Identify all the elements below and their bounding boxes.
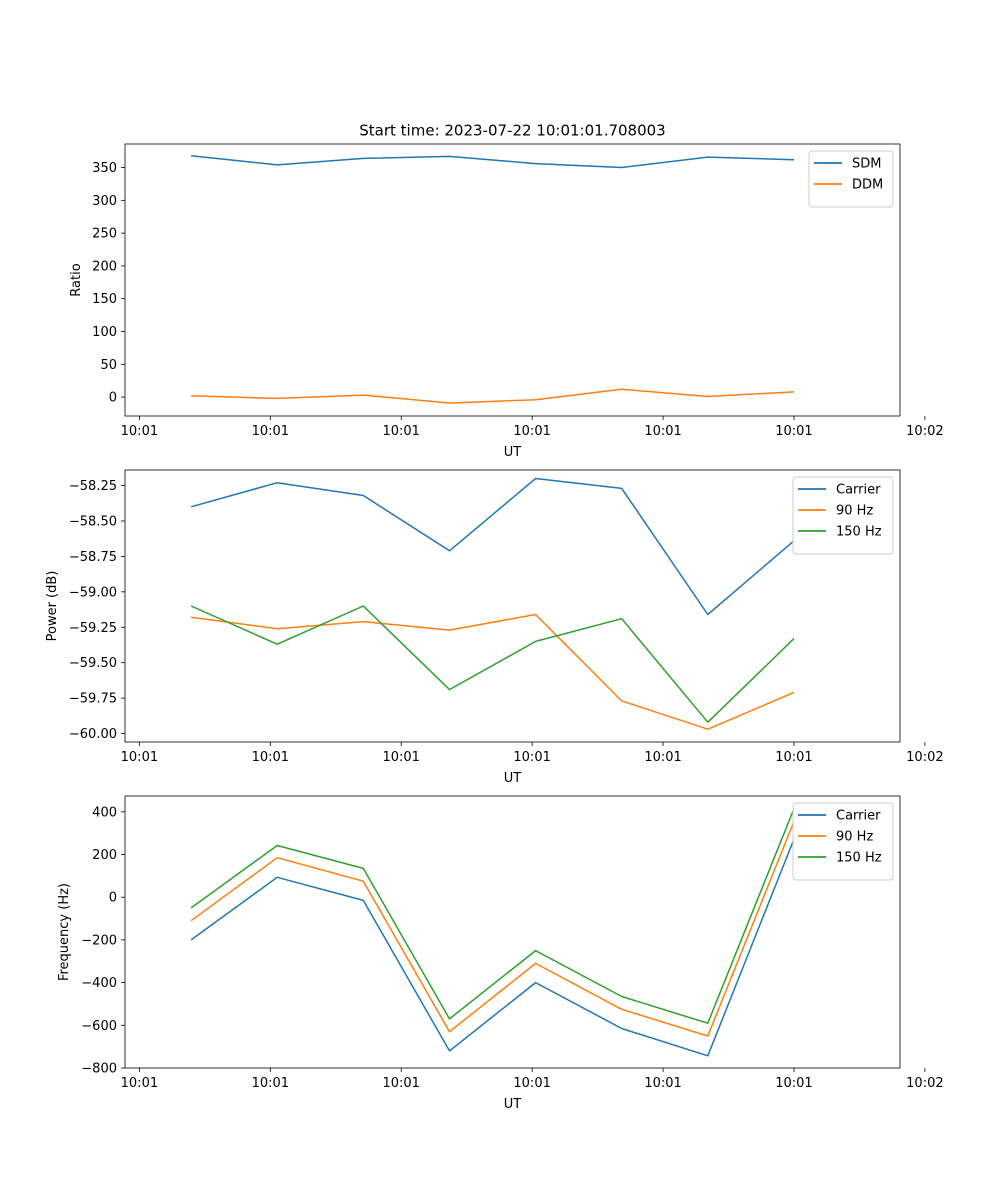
ratio-x-axis-label: UT: [504, 445, 522, 460]
frequency-x-tick-label: 10:01: [775, 1076, 812, 1091]
frequency-y-tick-label: 200: [92, 848, 117, 863]
frequency-x-tick-label: 10:01: [382, 1076, 419, 1091]
ratio-x-tick-label: 10:01: [644, 424, 681, 439]
power-x-tick-label: 10:01: [252, 750, 289, 765]
ratio-legend-label: SDM: [852, 157, 881, 172]
ratio-y-tick-label: 250: [92, 227, 117, 242]
frequency-legend-label: 90 Hz: [836, 830, 873, 845]
ratio-legend-box: [808, 150, 894, 208]
frequency-x-tick-label: 10:01: [252, 1076, 289, 1091]
frequency-y-tick-label: −600: [81, 1019, 117, 1034]
frequency-y-tick-label: 400: [92, 805, 117, 820]
ratio-y-tick-label: 0: [109, 391, 117, 406]
frequency-x-tick-label: 10:01: [121, 1076, 158, 1091]
power-y-tick-label: −58.50: [69, 515, 117, 530]
ratio-y-tick-label: 200: [92, 259, 117, 274]
frequency-x-tick-label: 10:01: [513, 1076, 550, 1091]
frequency-line-0: [190, 838, 795, 1057]
power-line-2: [190, 605, 795, 723]
frequency-x-tick-label: 10:01: [644, 1076, 681, 1091]
frequency-y-tick-label: −800: [81, 1062, 117, 1077]
power-line-1: [191, 613, 795, 730]
ratio-axes-frame: [124, 143, 901, 417]
frequency-x-axis-label: UT: [504, 1097, 522, 1112]
frequency-legend: Carrier 90 Hz 150 Hz: [792, 802, 894, 881]
power-y-tick-label: −60.00: [69, 727, 117, 742]
frequency-line-2: [190, 808, 795, 1024]
ratio-x-tick-label: 10:01: [513, 424, 550, 439]
frequency-series-90-hz: [190, 821, 795, 1037]
ratio-y-tick-label: 300: [92, 194, 117, 209]
ratio-x-tick-label: 10:02: [906, 424, 943, 439]
frequency-series-150-hz: [190, 808, 795, 1024]
ratio-line-1: [191, 388, 795, 404]
frequency-y-tick-label: −400: [81, 976, 117, 991]
power-x-tick-label: 10:01: [382, 750, 419, 765]
power-line-0: [190, 477, 795, 616]
power-legend: Carrier 90 Hz 150 Hz: [792, 476, 894, 555]
frequency-line-1: [190, 821, 795, 1037]
frequency-y-tick-label: −200: [81, 933, 117, 948]
power-legend-box: [792, 476, 894, 555]
ratio-y-tick-label: 50: [100, 358, 117, 373]
power-series-150-hz: [190, 605, 795, 723]
power-y-tick-label: −58.75: [69, 550, 117, 565]
power-x-tick-label: 10:01: [513, 750, 550, 765]
ratio-legend: SDM DDM: [808, 150, 894, 208]
power-x-tick-label: 10:02: [906, 750, 943, 765]
frequency-legend-label: Carrier: [836, 809, 881, 824]
power-y-tick-label: −59.00: [69, 585, 117, 600]
power-x-tick-label: 10:01: [644, 750, 681, 765]
frequency-legend-label: 150 Hz: [836, 851, 882, 866]
power-y-tick-label: −59.75: [69, 692, 117, 707]
power-x-tick-label: 10:01: [775, 750, 812, 765]
power-y-tick-label: −59.50: [69, 656, 117, 671]
ratio-legend-label: DDM: [852, 178, 883, 193]
frequency-y-tick-label: 0: [109, 891, 117, 906]
power-y-tick-label: −58.25: [69, 479, 117, 494]
ratio-series-ddm: [191, 388, 795, 404]
ratio-y-tick-label: 350: [92, 161, 117, 176]
ratio-x-tick-label: 10:01: [775, 424, 812, 439]
power-axes-frame: [124, 469, 901, 743]
ratio-x-tick-label: 10:01: [121, 424, 158, 439]
power-legend-label: 90 Hz: [836, 504, 873, 519]
power-series-90-hz: [191, 613, 795, 730]
chart-title: Start time: 2023-07-22 10:01:01.708003: [359, 122, 665, 140]
ratio-series-sdm: [191, 154, 795, 169]
power-y-tick-label: −59.25: [69, 621, 117, 636]
ratio-x-tick-label: 10:01: [252, 424, 289, 439]
ratio-y-axis-label: Ratio: [69, 263, 84, 296]
frequency-axes-frame: [124, 795, 901, 1069]
frequency-series-carrier: [190, 838, 795, 1057]
frequency-x-tick-label: 10:02: [906, 1076, 943, 1091]
frequency-y-axis-label: Frequency (Hz): [57, 883, 72, 981]
power-legend-label: Carrier: [836, 483, 881, 498]
power-y-axis-label: Power (dB): [45, 571, 60, 642]
power-x-axis-label: UT: [504, 771, 522, 786]
frequency-legend-box: [792, 802, 894, 881]
power-legend-label: 150 Hz: [836, 525, 882, 540]
ratio-line-0: [191, 154, 795, 169]
power-panel: 10:01 10:01 10:01 10:01 10:01 10:01 10:02 −60.0…: [45, 469, 944, 786]
ratio-panel: 10:01 10:01 10:01 10:01 10:01 10:01 10:02 0 50 10…: [69, 143, 944, 460]
ratio-y-tick-label: 150: [92, 292, 117, 307]
power-x-tick-label: 10:01: [121, 750, 158, 765]
ratio-y-tick-label: 100: [92, 325, 117, 340]
ratio-x-tick-label: 10:01: [382, 424, 419, 439]
power-series-carrier: [190, 477, 795, 616]
frequency-panel: 10:01 10:01 10:01 10:01 10:01 10:01 10:02 −800 −…: [57, 795, 944, 1112]
